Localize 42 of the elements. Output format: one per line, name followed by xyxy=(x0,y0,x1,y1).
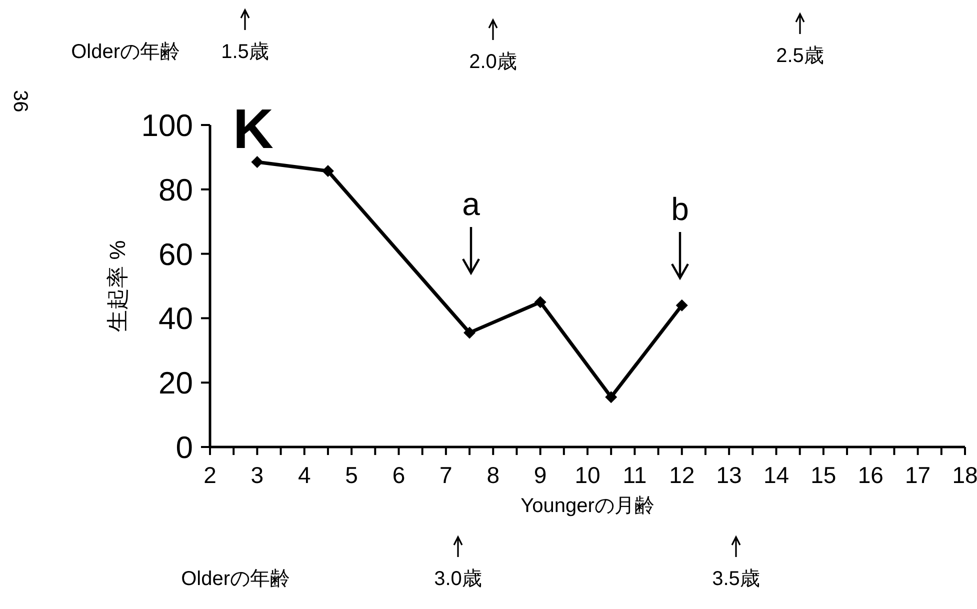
point xyxy=(534,296,546,308)
y-tick-label: 40 xyxy=(158,301,193,336)
y-tick-label: 80 xyxy=(158,172,193,208)
point xyxy=(464,326,476,339)
x-tick-label: 14 xyxy=(763,462,790,488)
point xyxy=(605,391,618,404)
chart-title: K xyxy=(233,97,274,160)
text: Olderの年齢 xyxy=(71,41,180,63)
point xyxy=(251,156,264,168)
annotation: b xyxy=(671,191,689,227)
x-tick-label: 15 xyxy=(810,462,836,488)
text: 2.5歳 xyxy=(776,45,824,67)
text: Olderの年齢 xyxy=(181,568,290,590)
x-tick-label: 6 xyxy=(392,462,406,488)
text: 3.0歳 xyxy=(434,568,482,590)
x-tick-label: 10 xyxy=(574,462,600,488)
point xyxy=(676,299,688,312)
x-tick-label: 13 xyxy=(716,462,742,488)
x-tick-label: 9 xyxy=(534,462,547,488)
x-axis-title: Youngerの月齢 xyxy=(520,495,654,517)
x-tick-label: 11 xyxy=(622,462,647,488)
text: 2.0歳 xyxy=(469,51,517,73)
x-tick-label: 16 xyxy=(858,462,884,488)
y-tick-label: 100 xyxy=(141,108,193,143)
y-tick-label: 20 xyxy=(158,366,193,401)
x-tick-label: 2 xyxy=(204,462,216,488)
x-tick-label: 3 xyxy=(250,462,264,488)
text: 3.5歳 xyxy=(712,568,760,590)
point xyxy=(322,165,334,178)
x-tick-label: 7 xyxy=(440,462,452,488)
y-axis-title: 生起率 % xyxy=(105,240,130,332)
x-tick-label: 12 xyxy=(669,462,695,488)
y-tick-label: 60 xyxy=(158,236,193,272)
y-tick-label: 0 xyxy=(176,430,193,465)
x-tick-label: 5 xyxy=(345,462,358,488)
text: 36 xyxy=(9,90,31,112)
x-tick-label: 17 xyxy=(905,462,931,488)
x-tick-label: 4 xyxy=(298,462,311,488)
text: 1.5歳 xyxy=(221,41,269,63)
x-tick-label: 8 xyxy=(486,462,500,488)
annotation: a xyxy=(462,186,480,222)
x-tick-label: 18 xyxy=(952,462,977,488)
